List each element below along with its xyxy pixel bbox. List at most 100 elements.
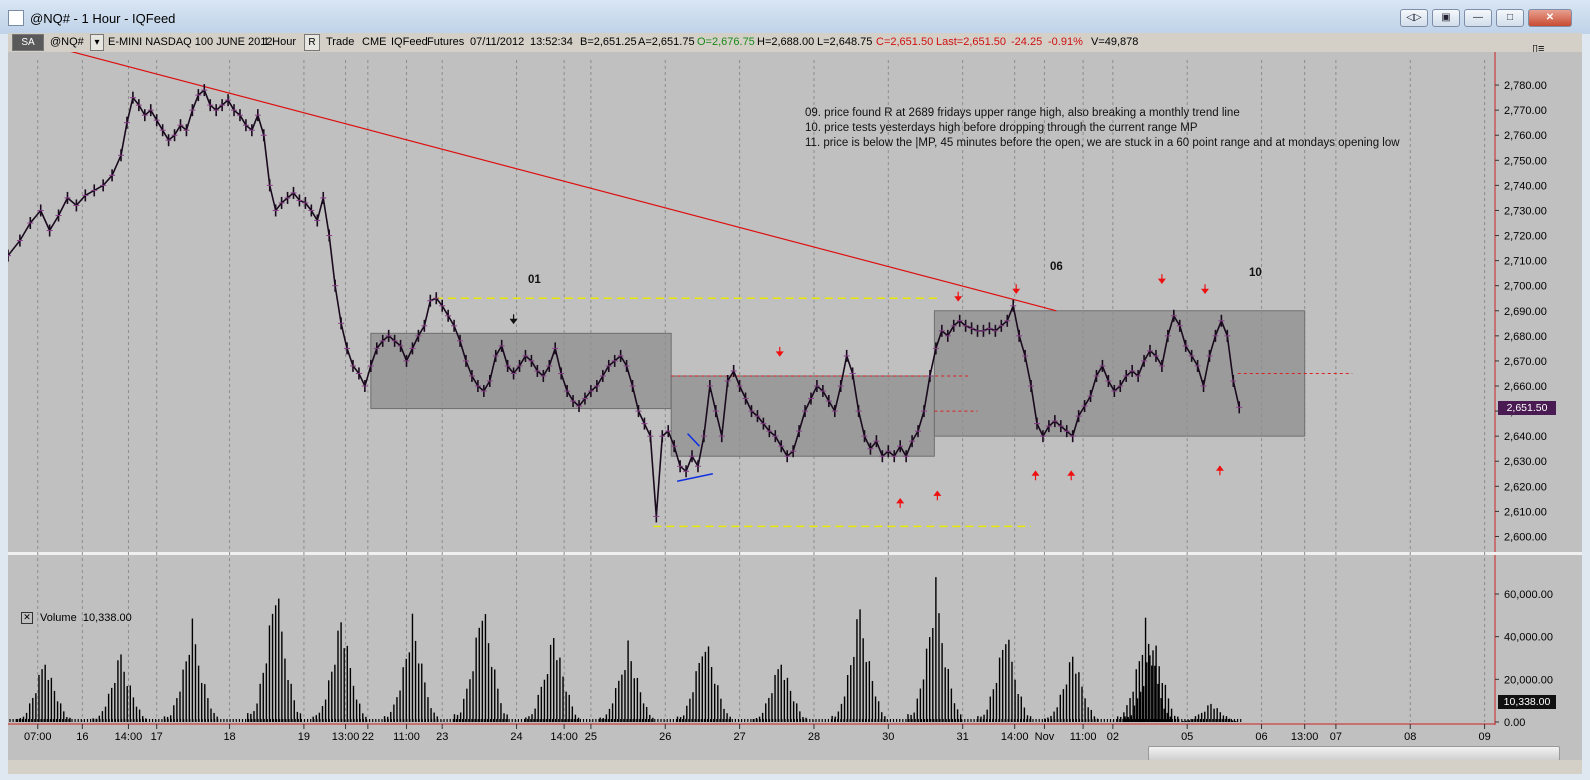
- blue-trendline-upper: [687, 433, 700, 447]
- time-tick-label: 22: [362, 731, 374, 743]
- price-tick-label: 2,640.00: [1504, 431, 1547, 443]
- percent-change-label: -0.91%: [1048, 36, 1083, 48]
- annotation-line-09: 09. price found R at 2689 fridays upper …: [805, 107, 1240, 119]
- time-tick-label: 02: [1107, 731, 1119, 743]
- description-label: E-MINI NASDAQ 100 JUNE 2012: [108, 36, 273, 48]
- arrow-down-3-head: [1012, 288, 1021, 295]
- volume-value-text: 10,338.00: [82, 612, 132, 624]
- settings-button[interactable]: ▣: [1432, 9, 1460, 27]
- time-tick-label: 09: [1478, 731, 1490, 743]
- price-tick-label: 2,670.00: [1504, 356, 1547, 368]
- time-tick-label: 25: [585, 731, 597, 743]
- date-label: 07/11/2012: [470, 36, 525, 48]
- time-axis-band: [8, 725, 1582, 745]
- annotation-text: 09. price found R at 2689 fridays upper …: [805, 106, 1400, 151]
- symbol-label[interactable]: @NQ#: [50, 36, 84, 48]
- price-chart-svg[interactable]: 2,600.00 2,610.00 2,620.00 2,630.00 2,640.00…: [8, 52, 1582, 772]
- arrow-up-1-head: [933, 490, 942, 496]
- time-tick-label: 31: [957, 731, 969, 743]
- range-box-0: [370, 332, 672, 410]
- price-tick-label: 2,690.00: [1504, 306, 1547, 318]
- volume-title-text: Volume: [40, 612, 77, 624]
- volume-tick-label: 20,000.00: [1504, 674, 1553, 686]
- price-tick-label: 2,600.00: [1504, 531, 1547, 543]
- volume-panel-title: Volume 10,338.00: [40, 612, 132, 624]
- open-label: O=2,676.75: [697, 36, 755, 48]
- time-tick-label: 11:00: [1070, 731, 1097, 743]
- time-tick-label: 19: [298, 731, 310, 743]
- price-tick-label: 2,630.00: [1504, 456, 1547, 468]
- price-tick-label: 2,610.00: [1504, 506, 1547, 518]
- last-price-badge: 2,651.50: [1498, 401, 1556, 415]
- price-tick-label: 2,620.00: [1504, 481, 1547, 493]
- price-tick-label: 2,760.00: [1504, 130, 1547, 142]
- price-tick-label: 2,710.00: [1504, 256, 1547, 268]
- time-tick-label: 14:00: [1001, 731, 1029, 743]
- time-tick-label: 30: [882, 731, 894, 743]
- volume-label: V=49,878: [1091, 36, 1139, 48]
- time-tick-label: 16: [76, 731, 88, 743]
- feed-label: IQFeed: [391, 36, 428, 48]
- change-label: -24.25: [1011, 36, 1043, 48]
- price-tick-label: 2,720.00: [1504, 231, 1547, 243]
- time-tick-label: 06: [1255, 731, 1267, 743]
- time-tick-label: Nov: [1035, 731, 1055, 743]
- wave-label-01: 01: [528, 274, 541, 286]
- price-tick-label: 2,660.00: [1504, 381, 1547, 393]
- symbol-dropdown-icon[interactable]: ▾: [90, 34, 104, 51]
- time-tick-label: 07: [1330, 731, 1342, 743]
- price-tick-label: 2,730.00: [1504, 205, 1547, 217]
- price-series: [8, 88, 1240, 517]
- maximize-button[interactable]: □: [1496, 9, 1524, 27]
- chart-area[interactable]: 2,600.00 2,610.00 2,620.00 2,630.00 2,640.00…: [8, 52, 1582, 772]
- arrow-down-0-head: [509, 318, 518, 325]
- price-tick-label: 2,750.00: [1504, 155, 1547, 167]
- price-tick-label: 2,700.00: [1504, 281, 1547, 293]
- arrow-up-3-head: [1067, 470, 1076, 476]
- time-label: 13:52:34: [530, 36, 573, 48]
- price-tick-label: 2,780.00: [1504, 80, 1547, 92]
- panel-separator: [8, 552, 1582, 555]
- price-tick-label: 2,680.00: [1504, 331, 1547, 343]
- status-bar: [8, 760, 1582, 774]
- blue-trendline-lower: [676, 473, 713, 483]
- arrow-down-5-head: [1201, 288, 1210, 295]
- time-tick-label: 05: [1181, 731, 1193, 743]
- price-tick-label: 2,740.00: [1504, 180, 1547, 192]
- time-tick-label: 17: [151, 731, 163, 743]
- arrow-down-4-head: [1157, 278, 1166, 285]
- interval-label[interactable]: 1 Hour: [263, 36, 297, 48]
- minimize-button[interactable]: —: [1464, 9, 1492, 27]
- wave-label-06: 06: [1050, 261, 1063, 273]
- annotation-line-11: 11. price is below the |MP, 45 minutes b…: [805, 137, 1400, 149]
- sa-button[interactable]: SA: [12, 34, 44, 51]
- time-tick-label: 08: [1404, 731, 1416, 743]
- time-tick-label: 27: [733, 731, 745, 743]
- time-tick-label: 13:00: [1291, 731, 1319, 743]
- volume-tick-label: 40,000.00: [1504, 632, 1553, 644]
- close-button[interactable]: ✕: [1528, 9, 1572, 27]
- time-tick-label: 14:00: [115, 731, 143, 743]
- time-tick-label: 23: [436, 731, 448, 743]
- app-icon[interactable]: [8, 10, 24, 26]
- high-label: H=2,688.00: [757, 36, 815, 48]
- title-bar: @NQ# - 1 Hour - IQFeed ◁▷ ▣ — □ ✕: [0, 0, 1590, 34]
- r-button[interactable]: R: [304, 34, 320, 51]
- time-tick-label: 28: [808, 731, 820, 743]
- link-button[interactable]: ◁▷: [1400, 9, 1428, 27]
- price-tick-label: 2,770.00: [1504, 105, 1547, 117]
- time-tick-label: 07:00: [24, 731, 52, 743]
- horizontal-scrollbar[interactable]: [1148, 746, 1560, 761]
- time-tick-label: 18: [223, 731, 235, 743]
- time-tick-label: 11:00: [393, 731, 420, 743]
- volume-close-icon[interactable]: ✕: [21, 612, 33, 624]
- time-tick-label: 24: [510, 731, 522, 743]
- last-label: Last=2,651.50: [936, 36, 1007, 48]
- time-tick-label: 14:00: [550, 731, 578, 743]
- category-label: Futures: [427, 36, 465, 48]
- time-tick-label: 13:00: [332, 731, 360, 743]
- wave-label-10: 10: [1249, 267, 1262, 279]
- close-label: C=2,651.50: [876, 36, 934, 48]
- trend-line: [70, 52, 1057, 312]
